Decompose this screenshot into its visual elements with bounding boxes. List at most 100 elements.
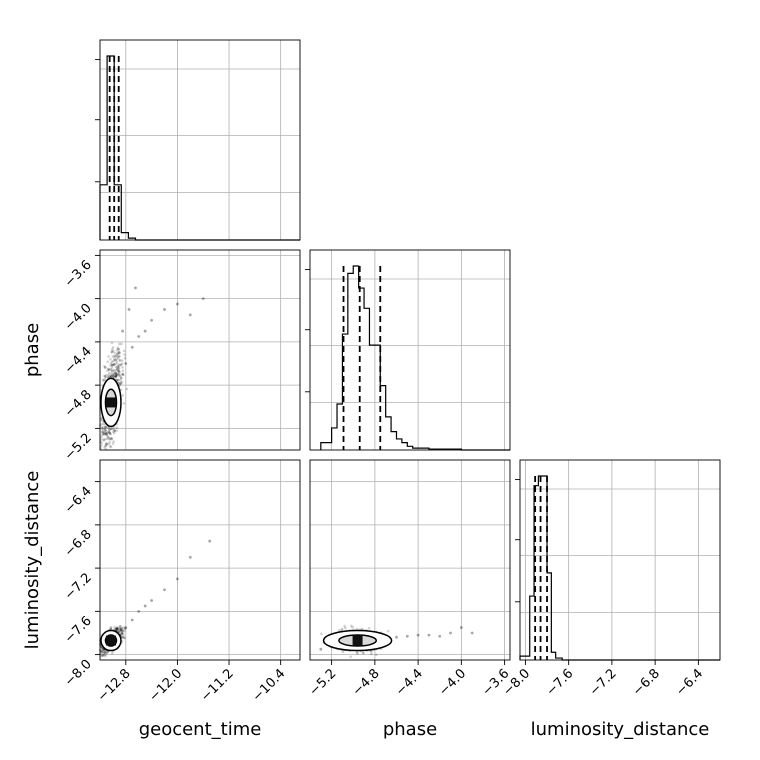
sample-point	[100, 650, 103, 653]
grid-geocent_time-0-0	[125, 40, 282, 240]
y-tick-label: −6.8	[62, 527, 95, 560]
sample-point	[111, 374, 115, 377]
sample-point	[118, 358, 121, 362]
sample-point	[370, 652, 373, 656]
x-axis-label-geocent_time: geocent_time	[139, 719, 262, 740]
sample-point	[100, 423, 103, 426]
sample-point	[114, 368, 118, 372]
x-tick-label: −4.8	[350, 666, 383, 699]
density-peak	[352, 635, 363, 646]
sample-point	[351, 625, 354, 629]
sample-point	[122, 632, 125, 635]
sample-point	[102, 433, 106, 436]
sample-point	[470, 631, 474, 635]
sample-point	[113, 369, 116, 373]
sample-point	[112, 362, 116, 366]
sample-point	[405, 634, 409, 638]
sample-point	[115, 367, 119, 371]
sample-point	[395, 635, 398, 639]
sample-point	[102, 439, 106, 442]
sample-point	[438, 634, 442, 638]
sample-point	[118, 630, 121, 634]
sample-point	[118, 627, 122, 630]
sample-point	[115, 628, 119, 631]
sample-point	[112, 372, 116, 376]
sample-point	[118, 629, 122, 633]
sample-point	[107, 436, 110, 439]
sample-point	[449, 631, 452, 635]
x-tick-label: −5.2	[307, 666, 340, 699]
sample-point	[122, 373, 125, 376]
sample-point	[117, 373, 121, 376]
sample-point	[115, 361, 119, 364]
sample-point	[176, 302, 179, 306]
sample-point	[111, 346, 115, 349]
sample-point	[109, 364, 112, 367]
sample-point	[107, 437, 111, 440]
sample-point	[119, 625, 122, 628]
sample-point	[106, 375, 110, 379]
sample-point	[118, 626, 121, 630]
sample-point	[119, 382, 123, 385]
sample-point	[119, 381, 122, 385]
sample-point	[105, 430, 108, 433]
sample-point	[115, 373, 118, 376]
sample-point	[107, 442, 110, 446]
sample-point	[108, 431, 112, 435]
y-tick-label: −4.0	[62, 301, 95, 334]
sample-point	[106, 431, 109, 435]
y-tick-label: −4.8	[62, 387, 95, 420]
sample-point	[340, 627, 344, 631]
sample-point	[118, 371, 121, 374]
panel-phase_vs_luminosity_distance-frame	[309, 459, 511, 661]
sample-point	[143, 329, 147, 333]
x-tick-label: −6.8	[630, 666, 663, 699]
sample-point	[103, 428, 107, 431]
sample-point	[104, 444, 108, 448]
hist-grid-phase	[310, 278, 510, 403]
sample-point	[99, 444, 103, 448]
sample-point	[114, 374, 118, 378]
sample-point	[115, 628, 118, 632]
sample-point	[102, 425, 105, 429]
sample-point	[108, 428, 111, 431]
x-axis-label-luminosity_distance: luminosity_distance	[531, 719, 710, 740]
sample-point	[99, 438, 103, 441]
sample-point	[116, 626, 119, 630]
sample-point	[103, 364, 106, 368]
sample-point	[115, 372, 118, 376]
sample-point	[116, 346, 119, 350]
sample-point	[110, 348, 114, 351]
sample-point	[121, 369, 125, 373]
sample-point	[110, 369, 114, 372]
sample-point	[111, 363, 114, 367]
sample-point	[110, 427, 113, 431]
sample-point	[110, 341, 114, 345]
sample-point	[109, 427, 113, 431]
sample-point	[109, 436, 113, 440]
sample-point	[109, 374, 113, 377]
sample-point	[113, 355, 117, 358]
sample-point	[123, 353, 126, 356]
sample-point	[360, 627, 364, 631]
grid-geocent_time-2-0	[125, 460, 282, 660]
sample-point	[113, 429, 117, 433]
sample-point	[112, 368, 115, 372]
y-tick-label: −3.6	[62, 258, 95, 291]
sample-point	[122, 626, 126, 629]
sample-point	[121, 635, 124, 639]
sample-point	[319, 647, 323, 651]
sample-point	[127, 308, 131, 311]
sample-point	[109, 374, 113, 378]
sample-point	[115, 358, 119, 361]
density-peak	[105, 397, 116, 408]
grid-geocent_time-1-0	[125, 250, 282, 450]
sample-point	[320, 632, 323, 636]
sample-point	[107, 430, 111, 434]
sample-point	[386, 629, 390, 633]
y-tick-label: −7.6	[62, 614, 95, 647]
sample-point	[100, 441, 103, 445]
sample-point	[361, 651, 365, 655]
sample-point	[116, 356, 120, 359]
sample-point	[103, 446, 107, 449]
